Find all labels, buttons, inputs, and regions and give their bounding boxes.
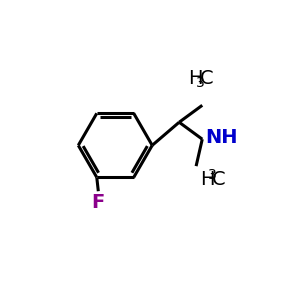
Text: C: C: [212, 170, 225, 189]
Text: H: H: [200, 170, 214, 189]
Text: NH: NH: [205, 128, 238, 147]
Text: C: C: [200, 69, 214, 88]
Text: F: F: [92, 193, 105, 212]
Text: H: H: [188, 69, 203, 88]
Text: 3: 3: [208, 168, 216, 182]
Text: 3: 3: [196, 76, 205, 90]
